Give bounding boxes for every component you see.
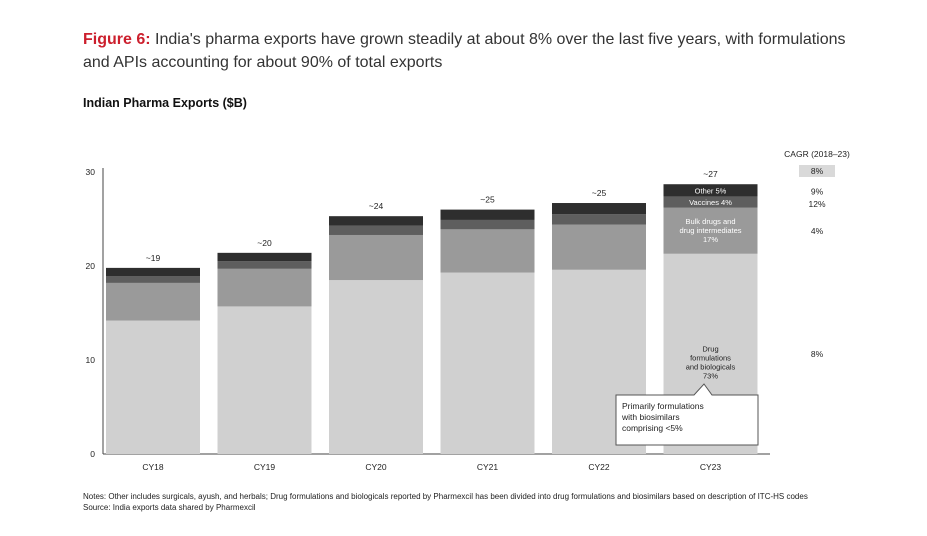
- x-tick-label: CY19: [254, 462, 276, 472]
- figure-label: Figure 6:: [83, 31, 151, 48]
- total-label: ~19: [146, 253, 161, 263]
- bar-vaccines: [552, 214, 646, 225]
- segment-label-other: Other 5%: [695, 186, 727, 195]
- cagr-vaccines: 12%: [808, 199, 825, 209]
- x-tick-label: CY22: [588, 462, 610, 472]
- chart-notes: Notes: Other includes surgicals, ayush, …: [83, 491, 863, 513]
- x-tick-label: CY21: [477, 462, 499, 472]
- chart-title: Indian Pharma Exports ($B): [83, 96, 247, 110]
- y-axis: 0 10 20 30: [86, 167, 770, 459]
- bar-drug-formulations: [440, 272, 535, 454]
- bar-bulk-drugs: [106, 282, 200, 321]
- cagr-bulk-drugs: 4%: [811, 226, 824, 236]
- bar-other: [217, 252, 312, 262]
- y-tick-label: 20: [86, 261, 96, 271]
- notes-text: Notes: Other includes surgicals, ayush, …: [83, 492, 808, 501]
- callout-text: comprising <5%: [622, 423, 683, 433]
- segment-label-drug-formulations: Drug: [702, 344, 718, 353]
- cagr-header: CAGR (2018–23): [784, 149, 850, 159]
- cagr-other: 9%: [811, 186, 824, 196]
- bar-other: [552, 203, 646, 215]
- figure-heading-text: India's pharma exports have grown steadi…: [83, 31, 846, 71]
- x-tick-label: CY18: [142, 462, 164, 472]
- bar-vaccines: [663, 196, 758, 208]
- callout-shape: [615, 383, 759, 446]
- bar-other: [106, 267, 200, 277]
- callout-text: with biosimilars: [621, 412, 680, 422]
- bar-vaccines: [106, 276, 200, 283]
- cagr-drug-formulations: 8%: [811, 349, 824, 359]
- x-axis-labels: CY18 CY19 CY20 CY21 CY22 CY23: [142, 462, 721, 472]
- segment-label-bulk-drugs: 17%: [703, 235, 718, 244]
- segment-label-drug-formulations: 73%: [703, 371, 718, 380]
- bar-drug-formulations: [106, 320, 200, 454]
- cagr-column: CAGR (2018–23) 8% 9% 12% 4% 8%: [784, 149, 850, 359]
- total-label: ~25: [480, 195, 495, 205]
- y-tick-label: 10: [86, 355, 96, 365]
- segment-label-drug-formulations: and biologicals: [686, 362, 736, 371]
- bar-vaccines: [440, 219, 535, 230]
- y-tick-label: 0: [90, 449, 95, 459]
- bar-bulk-drugs: [440, 229, 535, 273]
- figure-heading: Figure 6: India's pharma exports have gr…: [83, 28, 863, 74]
- bars: [106, 184, 758, 454]
- segment-label-bulk-drugs: drug intermediates: [679, 226, 741, 235]
- bar-bulk-drugs: [329, 234, 423, 281]
- bar-bulk-drugs: [663, 207, 758, 254]
- segment-label-drug-formulations: formulations: [690, 353, 731, 362]
- segment-label-bulk-drugs: Bulk drugs and: [685, 217, 735, 226]
- x-tick-label: CY20: [365, 462, 387, 472]
- total-label: ~24: [369, 201, 384, 211]
- bar-other: [440, 209, 535, 220]
- total-label: ~27: [703, 169, 718, 179]
- total-labels: ~19 ~20 ~24 ~25 ~25 ~27: [146, 169, 718, 263]
- callout-text: Primarily formulations: [622, 401, 704, 411]
- bar-drug-formulations: [217, 306, 312, 454]
- cagr-total-highlight: [799, 165, 835, 177]
- bar-vaccines: [217, 261, 312, 269]
- total-label: ~20: [257, 238, 272, 248]
- bar-other: [329, 216, 423, 226]
- bar-bulk-drugs: [217, 268, 312, 307]
- y-tick-label: 30: [86, 167, 96, 177]
- segment-label-vaccines: Vaccines 4%: [689, 198, 732, 207]
- bar-vaccines: [329, 225, 423, 235]
- x-tick-label: CY23: [700, 462, 722, 472]
- bar-other: [663, 184, 758, 197]
- source-text: Source: India exports data shared by Pha…: [83, 503, 256, 512]
- bar-bulk-drugs: [552, 224, 646, 270]
- cagr-total: 8%: [811, 166, 824, 176]
- total-label: ~25: [592, 188, 607, 198]
- bar-drug-formulations: [329, 280, 423, 454]
